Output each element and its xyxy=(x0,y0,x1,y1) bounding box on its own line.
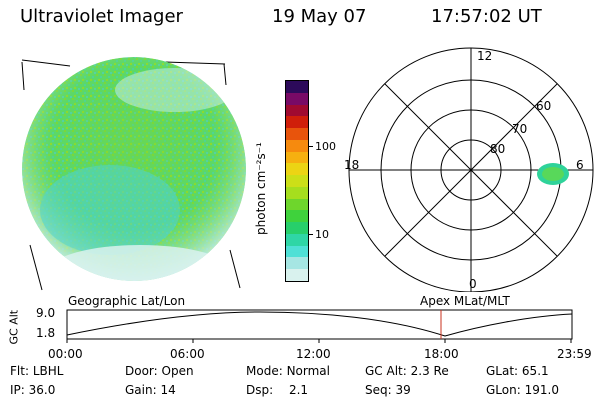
colorbar-tick-10: 10 xyxy=(315,228,329,241)
timeline-xtick-4: 23:59 xyxy=(557,347,592,361)
lat-label-70: 70 xyxy=(512,122,527,136)
colorbar-unit-label: photon cm⁻²s⁻¹ xyxy=(254,142,268,235)
mlt-label-0: 0 xyxy=(469,277,477,291)
colorbar-tick-100: 100 xyxy=(315,140,336,153)
polar-mlt-plot: 12 18 6 0 60 70 80 xyxy=(344,47,594,292)
mlt-label-12: 12 xyxy=(477,49,492,63)
colorbar-segment xyxy=(286,269,308,281)
colorbar-segment xyxy=(286,80,308,93)
timeline-plot xyxy=(66,309,573,343)
timeline-y-title: GC Alt xyxy=(7,309,21,345)
info-gc-alt: GC Alt: 2.3 Re xyxy=(365,364,449,378)
timeline-left-label: Geographic Lat/Lon xyxy=(68,294,186,308)
info-door: Door: Open xyxy=(125,364,194,378)
colorbar-segment xyxy=(286,198,308,211)
colorbar-segment xyxy=(286,151,308,164)
date-text: 19 May 07 xyxy=(272,6,367,27)
timeline-ytick-low: 1.8 xyxy=(36,326,56,340)
time-text: 17:57:02 UT xyxy=(431,6,542,27)
colorbar-segment xyxy=(286,257,308,270)
uv-earth-image xyxy=(21,57,246,291)
instrument-title: Ultraviolet Imager xyxy=(20,6,183,27)
info-ip: IP: 36.0 xyxy=(10,383,56,397)
colorbar-segment xyxy=(286,128,308,140)
timeline-xtick-0: 00:00 xyxy=(48,347,83,361)
info-glon: GLon: 191.0 xyxy=(486,383,559,397)
colorbar-segment xyxy=(286,245,308,258)
timeline-right-label: Apex MLat/MLT xyxy=(420,294,510,308)
colorbar-segment xyxy=(286,222,308,234)
colorbar-segment xyxy=(286,233,308,246)
info-glat: GLat: 65.1 xyxy=(486,364,549,378)
info-seq: Seq: 39 xyxy=(365,383,411,397)
colorbar-segment xyxy=(286,186,308,199)
colorbar xyxy=(285,80,309,282)
colorbar-segment xyxy=(286,163,308,176)
colorbar-segment xyxy=(286,139,308,152)
colorbar-segment xyxy=(286,92,308,105)
altitude-curve xyxy=(66,311,573,337)
colorbar-segment xyxy=(286,104,308,117)
info-dsp: Dsp: 2.1 xyxy=(246,383,309,397)
info-mode: Mode: Normal xyxy=(246,364,330,378)
colorbar-tick-mark xyxy=(308,146,313,147)
timeline-xtick-2: 12:00 xyxy=(296,347,331,361)
mlt-label-18: 18 xyxy=(344,158,359,172)
colorbar-segment xyxy=(286,210,308,223)
lat-label-60: 60 xyxy=(536,99,551,113)
timeline-xtick-3: 18:00 xyxy=(424,347,459,361)
colorbar-segment xyxy=(286,116,308,129)
colorbar-segment xyxy=(286,175,308,187)
lat-label-80: 80 xyxy=(490,142,505,156)
colorbar-tick-mark xyxy=(308,234,313,235)
timeline-xtick-1: 06:00 xyxy=(170,347,205,361)
info-gain: Gain: 14 xyxy=(125,383,176,397)
mlt-label-6: 6 xyxy=(576,158,584,172)
timeline-ytick-high: 9.0 xyxy=(36,306,56,320)
info-flt: Flt: LBHL xyxy=(10,364,64,378)
